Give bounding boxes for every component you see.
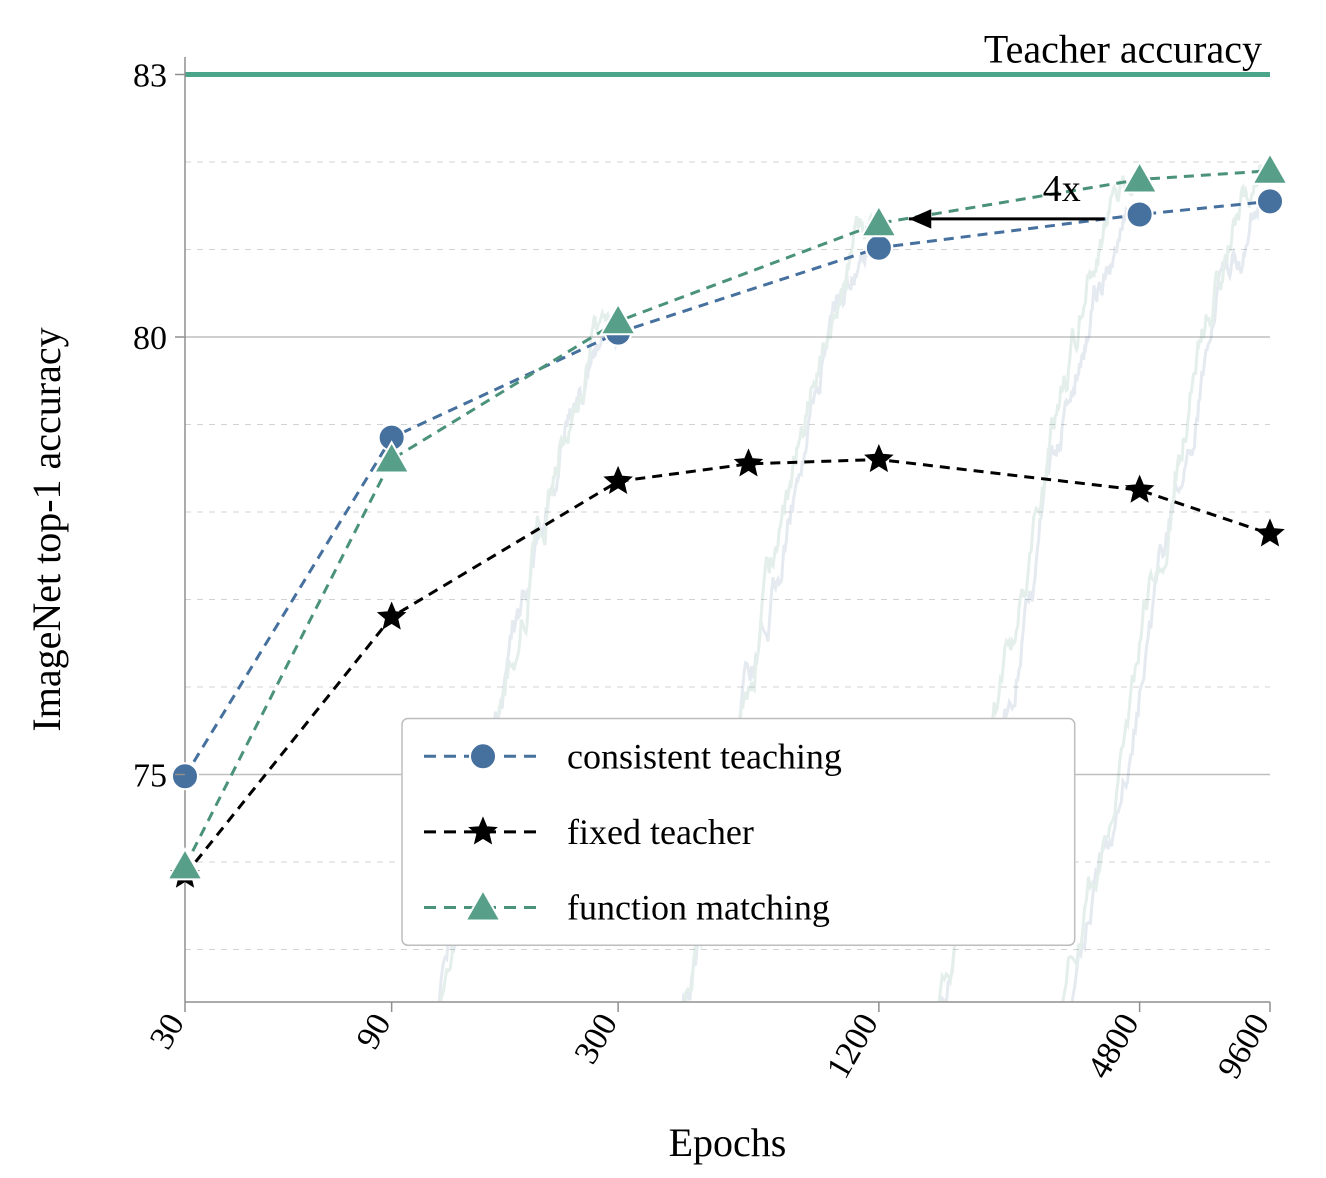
legend-label: function matching [567, 888, 830, 928]
y-tick-label: 83 [133, 58, 167, 95]
legend: consistent teaching fixed teacher function… [402, 719, 1075, 946]
chart-container: 4xTeacher accuracy7580833090300120048009… [0, 0, 1326, 1178]
legend-label: consistent teaching [567, 736, 842, 776]
legend-label: fixed teacher [567, 812, 754, 852]
x-axis-label: Epochs [669, 1120, 787, 1165]
teacher-accuracy-label: Teacher accuracy [984, 27, 1262, 72]
y-tick-label: 75 [133, 758, 167, 795]
y-axis-label: ImageNet top-1 accuracy [24, 327, 69, 731]
y-tick-label: 80 [133, 320, 167, 357]
chart-svg: 4xTeacher accuracy7580833090300120048009… [0, 0, 1326, 1178]
arrow-label: 4x [1043, 168, 1081, 210]
